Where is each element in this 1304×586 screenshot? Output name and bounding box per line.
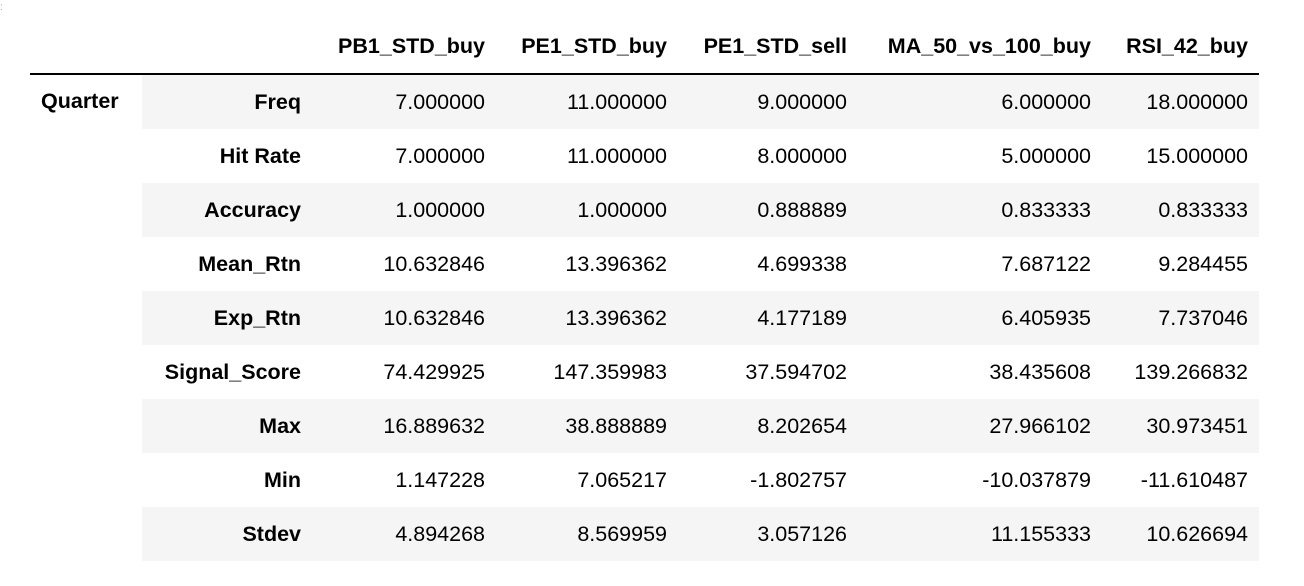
row-label: Min — [142, 453, 312, 507]
table-cell: 139.266832 — [1102, 345, 1259, 399]
group-index-label: Quarter — [30, 74, 142, 561]
table-cell: 11.155333 — [858, 507, 1102, 561]
table-cell: 7.737046 — [1102, 291, 1259, 345]
table-cell: 7.000000 — [312, 129, 496, 183]
table-cell: 10.632846 — [312, 291, 496, 345]
table-cell: 4.894268 — [312, 507, 496, 561]
table-cell: 37.594702 — [678, 345, 858, 399]
table-cell: 30.973451 — [1102, 399, 1259, 453]
table-cell: 8.202654 — [678, 399, 858, 453]
row-label: Accuracy — [142, 183, 312, 237]
table-cell: 38.888889 — [496, 399, 678, 453]
dataframe-table: PB1_STD_buy PE1_STD_buy PE1_STD_sell MA_… — [30, 20, 1259, 561]
table-row: Quarter Freq 7.000000 11.000000 9.000000… — [30, 74, 1259, 561]
table-cell: 7.065217 — [496, 453, 678, 507]
table-cell: 4.699338 — [678, 237, 858, 291]
column-header-pb1-std-buy: PB1_STD_buy — [312, 20, 496, 75]
table-cell: 74.429925 — [312, 345, 496, 399]
table-cell: 0.888889 — [678, 183, 858, 237]
table-cell: 9.284455 — [1102, 237, 1259, 291]
table-cell: 5.000000 — [858, 129, 1102, 183]
table-cell: 10.632846 — [312, 237, 496, 291]
table-cell: 11.000000 — [496, 129, 678, 183]
table-cell: 1.000000 — [312, 183, 496, 237]
row-label: Exp_Rtn — [142, 291, 312, 345]
table-row: Hit Rate 7.000000 11.000000 8.000000 5.0… — [30, 129, 1259, 183]
table-cell: 15.000000 — [1102, 129, 1259, 183]
header-row: PB1_STD_buy PE1_STD_buy PE1_STD_sell MA_… — [30, 20, 1259, 75]
table-cell: 6.405935 — [858, 291, 1102, 345]
table-row: Min 1.147228 7.065217 -1.802757 -10.0378… — [30, 453, 1259, 507]
column-header-pe1-std-sell: PE1_STD_sell — [678, 20, 858, 75]
row-label: Hit Rate — [142, 129, 312, 183]
table-row: Exp_Rtn 10.632846 13.396362 4.177189 6.4… — [30, 291, 1259, 345]
table-cell: 38.435608 — [858, 345, 1102, 399]
index-header-level1 — [142, 20, 312, 75]
column-header-ma-50-vs-100-buy: MA_50_vs_100_buy — [858, 20, 1102, 75]
table-cell: 16.889632 — [312, 399, 496, 453]
table-cell: 6.000000 — [858, 74, 1102, 129]
table-cell: 4.177189 — [678, 291, 858, 345]
column-header-pe1-std-buy: PE1_STD_buy — [496, 20, 678, 75]
column-header-rsi-42-buy: RSI_42_buy — [1102, 20, 1259, 75]
table-cell: 3.057126 — [678, 507, 858, 561]
table-cell: 18.000000 — [1102, 74, 1259, 129]
table-cell: 8.000000 — [678, 129, 858, 183]
table-row: Max 16.889632 38.888889 8.202654 27.9661… — [30, 399, 1259, 453]
edge-artifact: : — [0, 4, 3, 12]
table-cell: 9.000000 — [678, 74, 858, 129]
row-label: Freq — [142, 74, 312, 129]
row-label: Signal_Score — [142, 345, 312, 399]
table-body: Quarter Freq 7.000000 11.000000 9.000000… — [30, 74, 1259, 561]
table-cell: 27.966102 — [858, 399, 1102, 453]
table-row: Signal_Score 74.429925 147.359983 37.594… — [30, 345, 1259, 399]
table-cell: 10.626694 — [1102, 507, 1259, 561]
table-row: Accuracy 1.000000 1.000000 0.888889 0.83… — [30, 183, 1259, 237]
table-cell: -11.610487 — [1102, 453, 1259, 507]
table-cell: 7.000000 — [312, 74, 496, 129]
table-row: Stdev 4.894268 8.569959 3.057126 11.1553… — [30, 507, 1259, 561]
row-label: Mean_Rtn — [142, 237, 312, 291]
table-cell: 0.833333 — [1102, 183, 1259, 237]
table-cell: 1.147228 — [312, 453, 496, 507]
table-row: Mean_Rtn 10.632846 13.396362 4.699338 7.… — [30, 237, 1259, 291]
table-cell: -1.802757 — [678, 453, 858, 507]
table-cell: 13.396362 — [496, 237, 678, 291]
table-cell: 7.687122 — [858, 237, 1102, 291]
table-cell: 8.569959 — [496, 507, 678, 561]
index-header-level0 — [30, 20, 142, 75]
table-cell: 1.000000 — [496, 183, 678, 237]
table-cell: 11.000000 — [496, 74, 678, 129]
table-cell: 0.833333 — [858, 183, 1102, 237]
row-label: Max — [142, 399, 312, 453]
table-cell: -10.037879 — [858, 453, 1102, 507]
table-header: PB1_STD_buy PE1_STD_buy PE1_STD_sell MA_… — [30, 20, 1259, 75]
table-cell: 13.396362 — [496, 291, 678, 345]
row-label: Stdev — [142, 507, 312, 561]
table-cell: 147.359983 — [496, 345, 678, 399]
